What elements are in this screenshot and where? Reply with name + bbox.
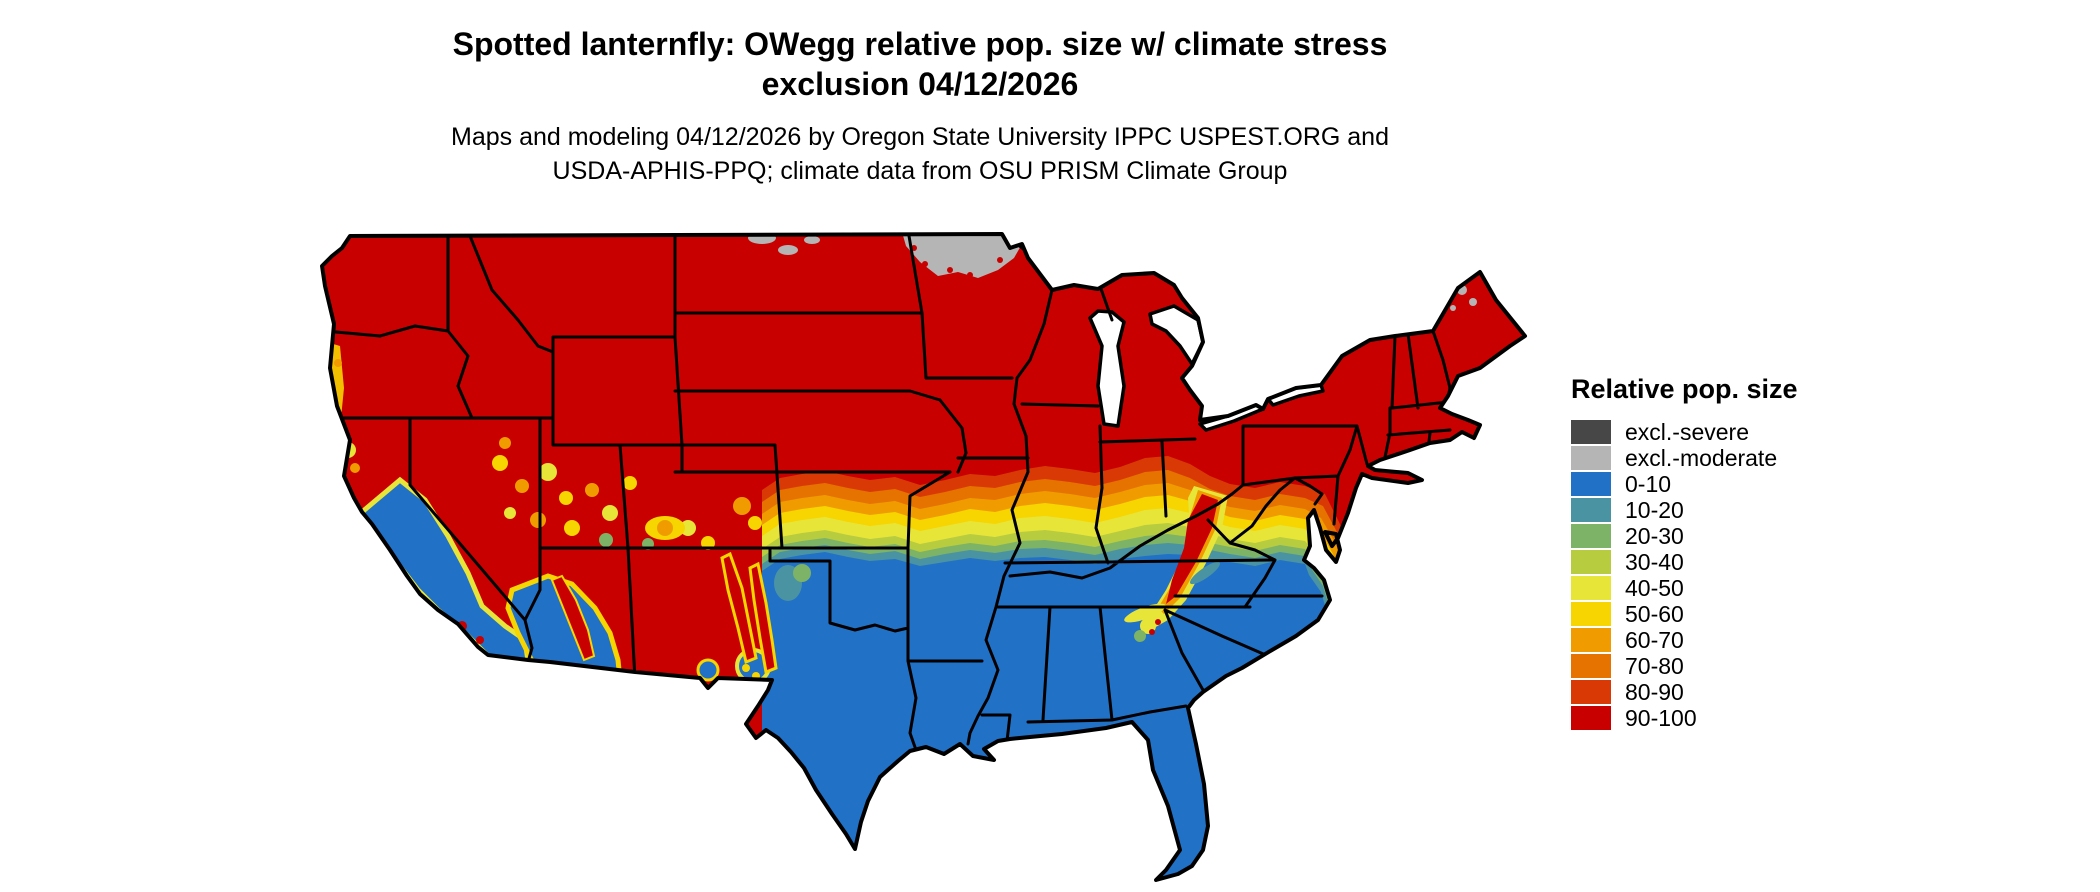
figure-subtitle: Maps and modeling 04/12/2026 by Oregon S… — [0, 120, 1840, 188]
legend-item: 60-70 — [1571, 627, 1831, 653]
title-line-2: exclusion 04/12/2026 — [761, 66, 1079, 102]
legend-label: 40-50 — [1625, 575, 1684, 601]
state-borders — [323, 234, 1452, 752]
legend-label: 20-30 — [1625, 523, 1684, 549]
legend-label: excl.-moderate — [1625, 445, 1778, 471]
us-outline — [320, 232, 1527, 882]
legend-swatch-10-20 — [1571, 498, 1611, 522]
legend-label: 50-60 — [1625, 601, 1684, 627]
subtitle-line-1: Maps and modeling 04/12/2026 by Oregon S… — [451, 123, 1389, 151]
exclusion-moderate-areas — [748, 234, 1477, 311]
legend-swatch-60-70 — [1571, 628, 1611, 652]
legend-swatch-80-90 — [1571, 680, 1611, 704]
map-fill-layers — [322, 234, 1525, 880]
legend-swatch-40-50 — [1571, 576, 1611, 600]
title-line-1: Spotted lanternfly: OWegg relative pop. … — [452, 26, 1388, 62]
legend-item: excl.-severe — [1571, 419, 1831, 445]
legend-item: 90-100 — [1571, 705, 1831, 731]
legend-label: 60-70 — [1625, 627, 1684, 653]
legend-item: 50-60 — [1571, 601, 1831, 627]
legend-swatch-90-100 — [1571, 706, 1611, 730]
subtitle-line-2: USDA-APHIS-PPQ; climate data from OSU PR… — [552, 157, 1288, 185]
lake-michigan — [1088, 309, 1126, 428]
legend-label: 30-40 — [1625, 549, 1684, 575]
legend-item: 10-20 — [1571, 497, 1831, 523]
legend-swatch-0-10 — [1571, 472, 1611, 496]
legend-swatch-30-40 — [1571, 550, 1611, 574]
legend-swatch-excl-moderate — [1571, 446, 1611, 470]
legend-swatch-excl-severe — [1571, 420, 1611, 444]
legend-label: 0-10 — [1625, 471, 1672, 497]
us-choropleth-map — [310, 228, 1530, 888]
legend-label: 90-100 — [1625, 705, 1697, 731]
legend-swatch-50-60 — [1571, 602, 1611, 626]
map-legend: Relative pop. size excl.-severe excl.-mo… — [1571, 374, 1831, 731]
us-map-svg — [320, 232, 1527, 882]
legend-swatch-70-80 — [1571, 654, 1611, 678]
legend-item: 80-90 — [1571, 679, 1831, 705]
legend-title: Relative pop. size — [1571, 374, 1798, 404]
figure-title: Spotted lanternfly: OWegg relative pop. … — [0, 24, 1840, 104]
legend-label: 70-80 — [1625, 653, 1684, 679]
legend-item: 70-80 — [1571, 653, 1831, 679]
legend-label: 80-90 — [1625, 679, 1684, 705]
legend-item: 30-40 — [1571, 549, 1831, 575]
legend-item: 0-10 — [1571, 471, 1831, 497]
legend-label: excl.-severe — [1625, 419, 1749, 445]
legend-swatch-20-30 — [1571, 524, 1611, 548]
legend-label: 10-20 — [1625, 497, 1684, 523]
legend-item: excl.-moderate — [1571, 445, 1831, 471]
legend-item: 20-30 — [1571, 523, 1831, 549]
legend-item: 40-50 — [1571, 575, 1831, 601]
